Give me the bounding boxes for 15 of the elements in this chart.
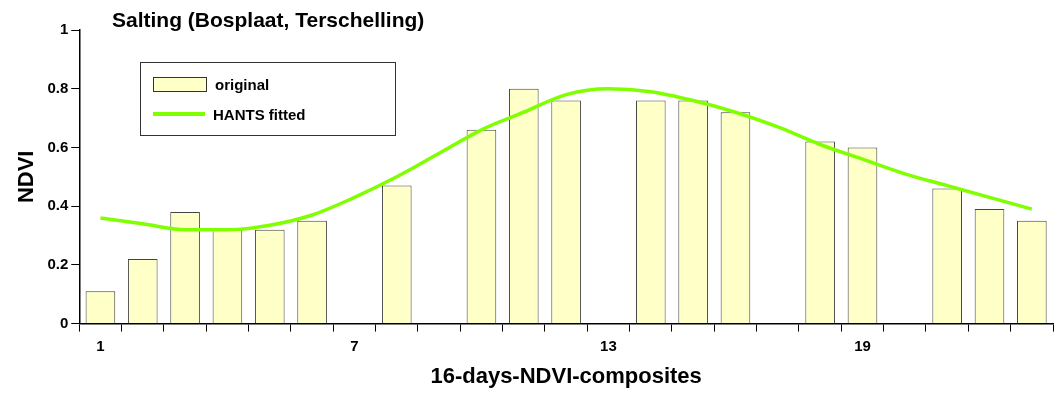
y-axis-title: NDVI [13, 150, 39, 204]
legend-label: original [215, 75, 270, 93]
y-tick-label: 0.6 [47, 137, 69, 155]
x-tick-label: 1 [96, 336, 105, 354]
y-tick-label: 0.8 [47, 78, 69, 96]
y-tick-label: 0 [59, 313, 69, 331]
x-tick-label: 13 [600, 336, 617, 354]
y-tick-label: 0.4 [47, 196, 69, 214]
chart-title: Salting (Bosplaat, Terschelling) [112, 8, 425, 32]
y-tick-label: 0.2 [47, 255, 69, 273]
legend-label: HANTS fitted [213, 105, 306, 123]
y-tick-label: 1 [59, 20, 69, 38]
x-tick-label: 7 [350, 336, 359, 354]
x-tick-label: 19 [854, 336, 871, 354]
x-axis-title: 16-days-NDVI-composites [430, 362, 702, 388]
